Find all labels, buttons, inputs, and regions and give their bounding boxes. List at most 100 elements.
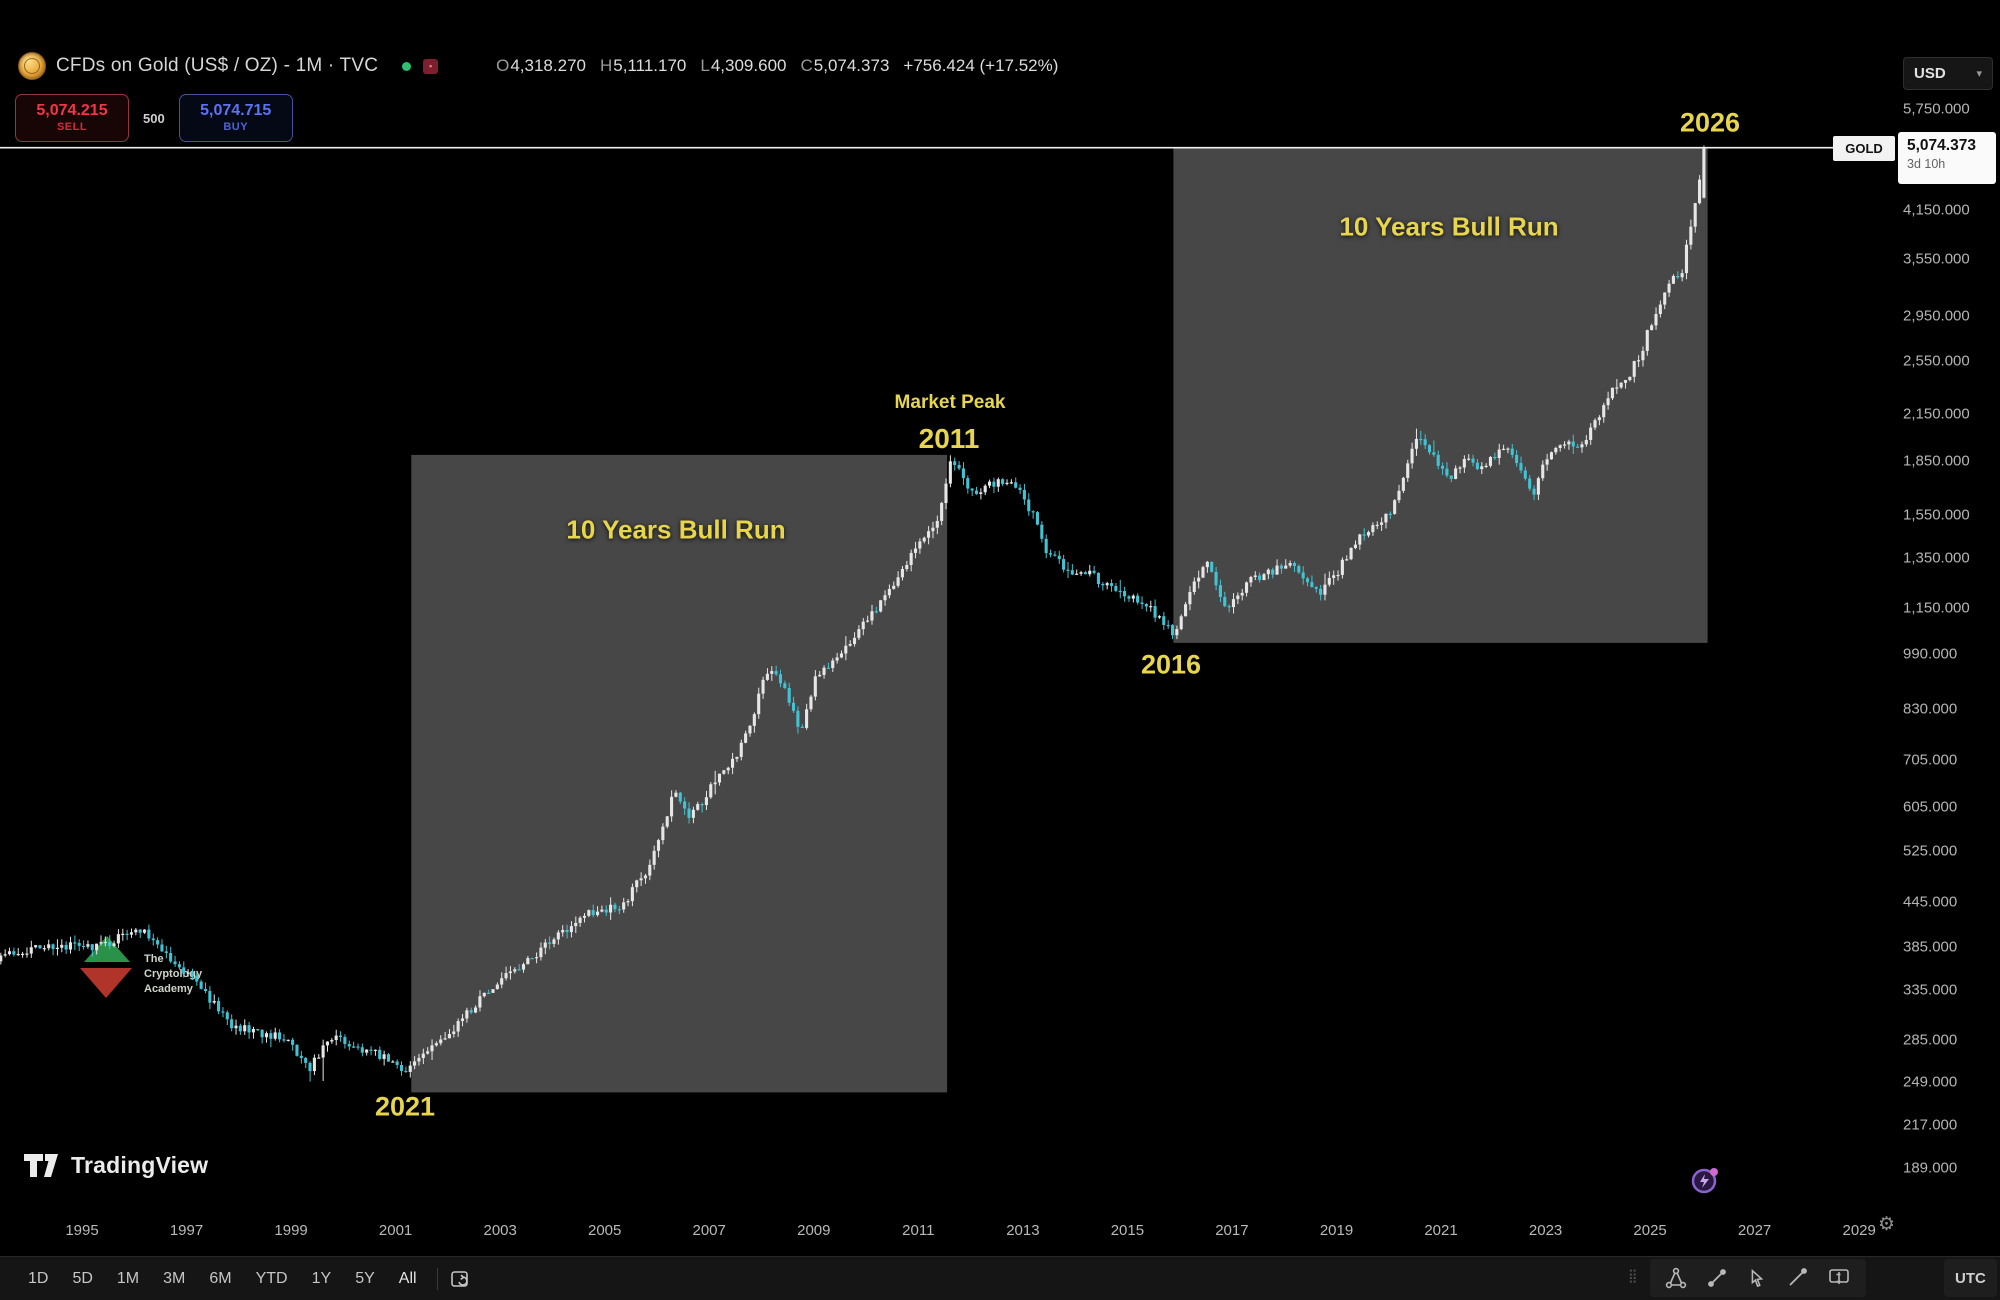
time-axis-label-2023: 2023 bbox=[1528, 1222, 1563, 1239]
low-label: L bbox=[700, 56, 710, 75]
price-tick-249: 249.000 bbox=[1903, 1073, 1958, 1091]
bull-run-label-2: 10 Years Bull Run bbox=[1339, 211, 1559, 242]
time-axis-label-2001: 2001 bbox=[378, 1222, 413, 1239]
go-to-date-icon[interactable] bbox=[448, 1267, 472, 1291]
time-axis-label-2029: 2029 bbox=[1842, 1222, 1876, 1239]
bull-run-box-2 bbox=[1173, 147, 1708, 643]
toolbar-drag-handle[interactable]: ⣿ bbox=[1628, 1268, 1639, 1283]
bull-run-box-1 bbox=[411, 454, 948, 1093]
price-tick-335: 335.000 bbox=[1903, 981, 1958, 999]
last-price-value: 5,074.373 bbox=[1907, 137, 1976, 154]
market-peak-title: Market Peak bbox=[894, 392, 1006, 413]
price-tick-445: 445.000 bbox=[1903, 893, 1958, 911]
watermark-line1: The bbox=[144, 953, 164, 965]
bar-countdown: 3d 10h bbox=[1907, 157, 1946, 171]
cycle-end-year-label: 2026 bbox=[1679, 107, 1741, 138]
price-tick-605: 605.000 bbox=[1903, 798, 1958, 816]
time-axis-label-2021: 2021 bbox=[1424, 1222, 1458, 1239]
object-tree-icon[interactable] bbox=[1664, 1266, 1688, 1290]
price-tick-5750: 5,750.000 bbox=[1903, 100, 1970, 118]
range-button-5y[interactable]: 5Y bbox=[345, 1265, 385, 1293]
range-button-3m[interactable]: 3M bbox=[153, 1265, 195, 1293]
market-status-dot-icon bbox=[402, 61, 412, 71]
time-axis-label-1995: 1995 bbox=[65, 1222, 99, 1239]
red-status-icon[interactable]: ▪ bbox=[423, 58, 439, 74]
buy-button[interactable]: 5,074.715 BUY bbox=[178, 94, 293, 142]
candles-layer bbox=[0, 145, 1706, 1082]
gold-coin-icon bbox=[18, 52, 46, 80]
range-button-6m[interactable]: 6M bbox=[199, 1265, 241, 1293]
replay-badge-icon[interactable] bbox=[1684, 1160, 1724, 1205]
price-tick-3550: 3,550.000 bbox=[1903, 250, 1970, 267]
price-tick-385: 385.000 bbox=[1903, 938, 1958, 956]
cycle-low-year-label: 2016 bbox=[1140, 649, 1202, 680]
brand-name: TradingView bbox=[71, 1152, 209, 1178]
close-value: 5,074.373 bbox=[813, 56, 890, 75]
buy-label: BUY bbox=[223, 120, 249, 133]
order-panel: 5,074.215 SELL 500 5,074.715 BUY bbox=[15, 94, 293, 142]
time-axis-label-2005: 2005 bbox=[588, 1222, 622, 1239]
trendline-icon[interactable] bbox=[1705, 1266, 1729, 1290]
low-value: 4,309.600 bbox=[710, 56, 787, 75]
time-axis-label-2009: 2009 bbox=[797, 1222, 831, 1239]
price-tick-285: 285.000 bbox=[1903, 1031, 1958, 1049]
price-tick-2550: 2,550.000 bbox=[1903, 352, 1970, 370]
price-tick-189: 189.000 bbox=[1903, 1159, 1958, 1177]
gear-icon[interactable]: ⚙ bbox=[1878, 1214, 1896, 1235]
ohlc-readout: O4,318.270 H5,111.170 L4,309.600 C5,074.… bbox=[496, 56, 1058, 76]
tradingview-logo-icon bbox=[24, 1153, 58, 1177]
high-label: H bbox=[599, 56, 613, 75]
time-axis-label-2007: 2007 bbox=[692, 1222, 726, 1239]
tradingview-logo[interactable]: TradingView bbox=[24, 1152, 208, 1179]
watermark-line3: Academy bbox=[144, 982, 193, 995]
currency-selector[interactable]: USD ▾ bbox=[1903, 57, 1993, 90]
time-axis-label-2003: 2003 bbox=[483, 1222, 517, 1239]
buy-price: 5,074.715 bbox=[200, 102, 272, 120]
price-tick-4150: 4,150.000 bbox=[1903, 201, 1970, 219]
price-tick-1850: 1,850.000 bbox=[1903, 452, 1970, 469]
sell-button[interactable]: 5,074.215 SELL bbox=[15, 94, 129, 142]
change-value: +756.424 (+17.52%) bbox=[903, 56, 1059, 75]
open-label: O bbox=[496, 56, 510, 75]
high-value: 5,111.170 bbox=[613, 56, 687, 75]
symbol-header: CFDs on Gold (US$ / OZ) - 1M · TVC ▪ O4,… bbox=[18, 52, 1058, 80]
price-tick-1350: 1,350.000 bbox=[1903, 549, 1970, 567]
price-display-icon[interactable] bbox=[1826, 1265, 1852, 1291]
range-button-5d[interactable]: 5D bbox=[62, 1265, 102, 1293]
cycle-start-year-label: 2021 bbox=[374, 1091, 436, 1122]
price-tick-830: 830.000 bbox=[1903, 700, 1958, 718]
range-button-ytd[interactable]: YTD bbox=[246, 1265, 298, 1293]
right-tool-cluster bbox=[1650, 1259, 1866, 1297]
range-button-all[interactable]: All bbox=[389, 1265, 427, 1293]
price-tick-217: 217.000 bbox=[1903, 1116, 1958, 1134]
time-axis-label-2013: 2013 bbox=[1006, 1222, 1040, 1239]
open-value: 4,318.270 bbox=[510, 56, 586, 75]
cursor-icon[interactable] bbox=[1746, 1267, 1768, 1289]
last-price-tag: 5,074.373 3d 10h bbox=[1898, 132, 1996, 184]
range-button-1y[interactable]: 1Y bbox=[302, 1265, 342, 1293]
time-axis-label-2025: 2025 bbox=[1633, 1222, 1667, 1239]
time-axis-label-1999: 1999 bbox=[274, 1222, 308, 1239]
time-axis-label-2019: 2019 bbox=[1319, 1222, 1354, 1239]
time-axis-label-2011: 2011 bbox=[902, 1222, 935, 1239]
timezone-button[interactable]: UTC bbox=[1944, 1259, 1997, 1297]
price-tick-1550: 1,550.000 bbox=[1903, 506, 1970, 524]
sell-price: 5,074.215 bbox=[36, 102, 108, 120]
sell-label: SELL bbox=[56, 120, 88, 133]
price-tick-525: 525.000 bbox=[1903, 842, 1958, 860]
price-tick-2950: 2,950.000 bbox=[1903, 307, 1970, 325]
bull-run-label-1: 10 Years Bull Run bbox=[566, 514, 786, 545]
toolbar-divider bbox=[436, 1268, 438, 1290]
price-tick-990: 990.000 bbox=[1903, 645, 1958, 663]
symbol-tag: GOLD bbox=[1833, 136, 1895, 161]
symbol-title[interactable]: CFDs on Gold (US$ / OZ) - 1M · TVC bbox=[56, 55, 379, 76]
line-tool-icon[interactable] bbox=[1785, 1266, 1809, 1290]
spread-value: 500 bbox=[143, 110, 165, 126]
price-tick-2150: 2,150.000 bbox=[1903, 405, 1970, 423]
market-peak-year: 2011 bbox=[918, 423, 980, 454]
range-button-1m[interactable]: 1M bbox=[107, 1265, 149, 1293]
range-button-1d[interactable]: 1D bbox=[18, 1265, 58, 1293]
price-tick-1150: 1,150.000 bbox=[1903, 599, 1970, 617]
